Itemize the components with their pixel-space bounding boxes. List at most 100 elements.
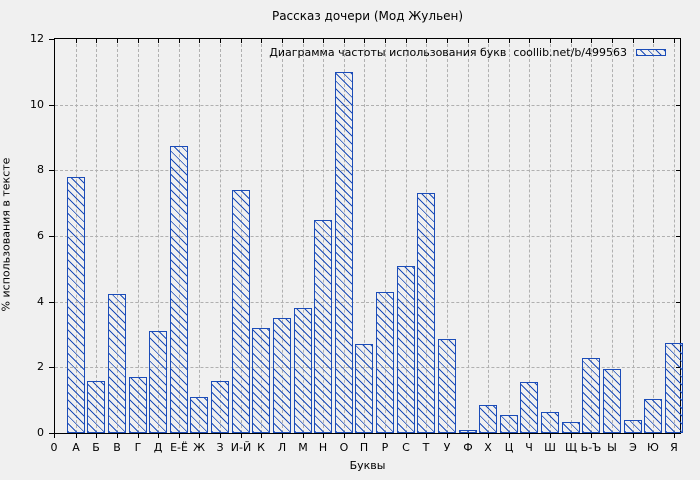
bar	[273, 318, 291, 433]
bar	[211, 380, 229, 433]
v-gridline	[591, 39, 592, 433]
bar	[438, 339, 456, 433]
x-tick-mirror	[344, 39, 345, 43]
h-gridline	[55, 301, 680, 303]
bar	[149, 331, 167, 433]
x-tick-mirror	[199, 39, 200, 43]
x-tick-label: А	[72, 441, 80, 454]
x-tick	[199, 433, 200, 438]
h-gridline	[55, 104, 680, 106]
x-tick-mirror	[323, 39, 324, 43]
x-tick	[96, 433, 97, 438]
x-tick-mirror	[426, 39, 427, 43]
x-tick-mirror	[529, 39, 530, 43]
y-tick	[49, 170, 54, 172]
bar	[644, 398, 662, 433]
v-gridline	[509, 39, 510, 433]
x-tick-mirror	[220, 39, 221, 43]
x-tick-label: В	[113, 441, 121, 454]
v-gridline	[633, 39, 634, 433]
x-tick	[54, 433, 55, 438]
x-tick-label: Ш	[544, 441, 556, 454]
x-tick	[550, 433, 551, 438]
x-tick-label: К	[257, 441, 265, 454]
v-gridline	[571, 39, 572, 433]
x-tick	[323, 433, 324, 438]
x-tick-mirror	[612, 39, 613, 43]
x-tick-mirror	[571, 39, 572, 43]
bar	[520, 382, 538, 433]
x-tick	[488, 433, 489, 438]
x-tick-label: 0	[50, 441, 58, 454]
x-tick-mirror	[591, 39, 592, 43]
v-gridline	[550, 39, 551, 433]
x-tick-label: Н	[318, 441, 328, 454]
y-tick-label: 2	[37, 360, 44, 374]
bar	[376, 291, 394, 433]
x-tick-label: Щ	[564, 441, 578, 454]
y-tick-mirror	[676, 104, 680, 106]
x-tick	[344, 433, 345, 438]
x-tick-mirror	[179, 39, 180, 43]
x-tick	[426, 433, 427, 438]
x-tick-mirror	[117, 39, 118, 43]
x-tick-label: М	[298, 441, 308, 454]
v-gridline	[488, 39, 489, 433]
x-tick	[76, 433, 77, 438]
bar	[541, 411, 559, 433]
x-tick	[179, 433, 180, 438]
x-tick	[509, 433, 510, 438]
x-tick	[385, 433, 386, 438]
v-gridline	[653, 39, 654, 433]
v-gridline	[199, 39, 200, 433]
bar	[603, 369, 621, 433]
x-tick-mirror	[158, 39, 159, 43]
y-tick-label: 0	[37, 426, 44, 439]
x-tick-label: Я	[670, 441, 678, 454]
x-tick-label: Б	[92, 441, 100, 454]
x-tick	[158, 433, 159, 438]
x-tick	[406, 433, 407, 438]
bar	[582, 357, 600, 433]
y-tick-label: 8	[37, 163, 44, 177]
x-tick	[633, 433, 634, 438]
x-tick-mirror	[261, 39, 262, 43]
v-gridline	[406, 39, 407, 433]
x-tick-mirror	[303, 39, 304, 43]
y-tick-mirror	[676, 301, 680, 303]
y-tick-label: 12	[30, 32, 44, 45]
x-tick	[261, 433, 262, 438]
x-tick-mirror	[447, 39, 448, 43]
v-gridline	[529, 39, 530, 433]
x-tick-mirror	[96, 39, 97, 43]
bar	[87, 380, 105, 433]
bar	[417, 193, 435, 433]
bar	[252, 327, 270, 433]
x-tick-label: И-Й	[230, 441, 252, 454]
v-gridline	[282, 39, 283, 433]
x-tick	[303, 433, 304, 438]
x-tick	[447, 433, 448, 438]
chart-title: Рассказ дочери (Мод Жульен)	[271, 9, 464, 23]
x-tick-label: Ф	[463, 441, 473, 454]
v-gridline	[220, 39, 221, 433]
y-tick	[49, 367, 54, 369]
y-tick-label: 6	[37, 229, 44, 242]
x-tick	[468, 433, 469, 438]
y-tick	[49, 236, 54, 237]
x-tick	[571, 433, 572, 438]
x-tick-label: У	[443, 441, 451, 454]
plot-area: Диаграмма частоты использования букв coo…	[54, 38, 683, 434]
x-tick-label: П	[359, 441, 369, 454]
x-tick-label: Г	[134, 441, 142, 454]
x-tick-label: Т	[422, 441, 430, 454]
x-tick	[674, 433, 675, 438]
legend-hatch-swatch-icon	[636, 49, 666, 56]
bar	[108, 293, 126, 433]
bar	[129, 377, 147, 433]
h-gridline	[55, 170, 680, 172]
bar	[314, 219, 332, 433]
x-tick-label: Ж	[193, 441, 205, 454]
x-tick-label: Ы	[607, 441, 617, 454]
